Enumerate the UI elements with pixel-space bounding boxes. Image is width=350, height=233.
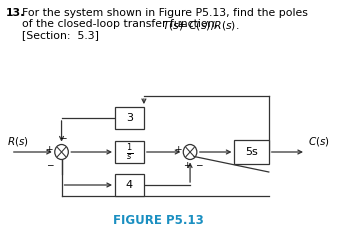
Text: FIGURE P5.13: FIGURE P5.13 xyxy=(113,213,204,226)
Text: +: + xyxy=(183,161,191,169)
Text: −: − xyxy=(59,134,66,143)
Text: −: − xyxy=(195,161,203,169)
Text: 3: 3 xyxy=(126,113,133,123)
Text: [Section:  5.3]: [Section: 5.3] xyxy=(22,30,99,40)
Text: $C(s)$: $C(s)$ xyxy=(308,135,330,148)
Text: 4: 4 xyxy=(126,180,133,190)
Text: 13.: 13. xyxy=(6,8,25,18)
Bar xyxy=(115,141,144,163)
Text: $T(s)$: $T(s)$ xyxy=(162,19,184,32)
Text: of the closed-loop transfer function,: of the closed-loop transfer function, xyxy=(22,19,221,29)
Text: +: + xyxy=(46,145,53,154)
Bar xyxy=(234,140,269,164)
Text: 5s: 5s xyxy=(245,147,258,157)
Bar xyxy=(115,107,144,129)
Text: For the system shown in Figure P5.13, find the poles: For the system shown in Figure P5.13, fi… xyxy=(22,8,308,18)
Bar xyxy=(115,174,144,196)
Text: −: − xyxy=(46,161,54,169)
Text: +: + xyxy=(174,145,181,154)
Text: $R(s)$: $R(s)$ xyxy=(7,135,29,148)
Text: $\frac{1}{s}$: $\frac{1}{s}$ xyxy=(126,143,133,163)
Text: $= C(s)/R(s).$: $= C(s)/R(s).$ xyxy=(175,19,239,32)
